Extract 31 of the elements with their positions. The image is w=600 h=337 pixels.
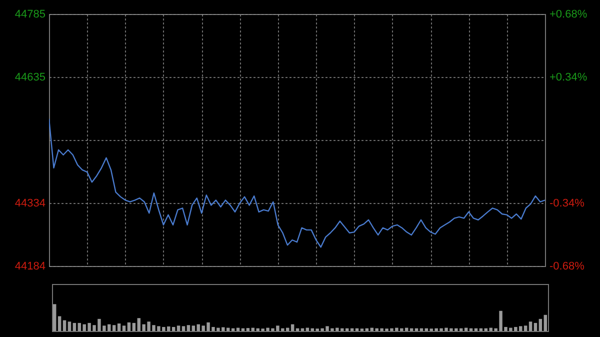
y2-tick-label: -0.68% [550, 260, 585, 272]
y-tick-label: 44334 [14, 198, 46, 210]
bar [176, 326, 180, 331]
bar [538, 318, 542, 331]
bar [112, 325, 116, 331]
bar [246, 328, 250, 331]
bar [122, 326, 126, 331]
bar [62, 320, 66, 331]
y2-tick-label: -0.34% [550, 198, 585, 210]
bar [52, 304, 56, 331]
bar [172, 326, 176, 331]
bar [127, 322, 131, 331]
y2-tick-label: +0.34% [550, 72, 588, 84]
bar [132, 322, 136, 331]
bar [192, 326, 196, 331]
y-tick-label: 44635 [14, 71, 46, 84]
y-tick-label: 44184 [14, 260, 46, 272]
bar [534, 322, 538, 331]
bar [117, 323, 121, 331]
bar [524, 326, 528, 331]
line-series [49, 118, 545, 248]
bar [290, 324, 294, 331]
bar [72, 322, 76, 331]
bar [68, 322, 72, 331]
bar [186, 325, 190, 331]
bar [58, 316, 62, 331]
bar [528, 322, 532, 331]
bar [544, 314, 548, 331]
y2-tick-label: +0.68% [550, 8, 588, 20]
y-tick-label: 44785 [14, 8, 46, 20]
bar [182, 326, 186, 331]
